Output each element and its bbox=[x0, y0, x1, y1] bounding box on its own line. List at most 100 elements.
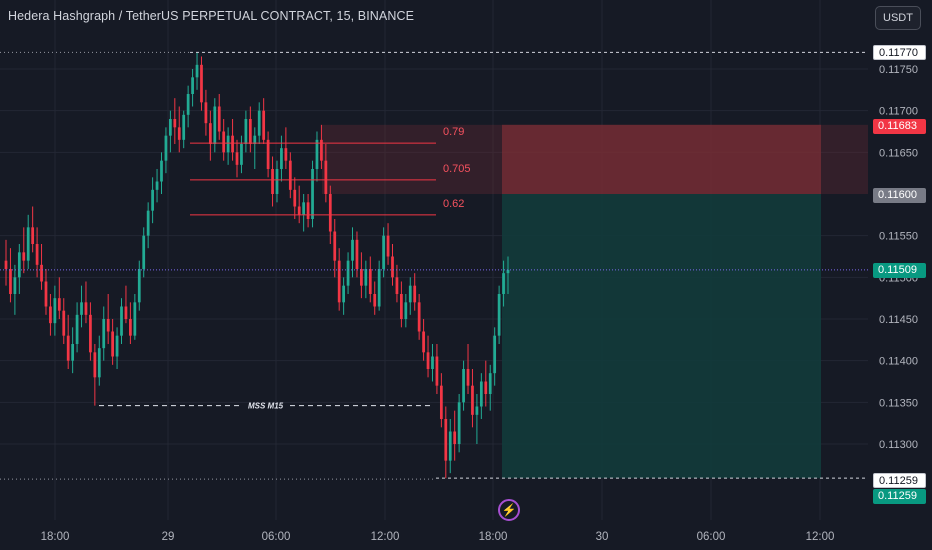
candle-body-27 bbox=[125, 307, 128, 320]
candle-body-19 bbox=[89, 315, 92, 353]
candle-body-7 bbox=[36, 244, 39, 265]
time-tick-4: 18:00 bbox=[479, 531, 508, 543]
candle-body-30 bbox=[138, 269, 141, 302]
candle-body-73 bbox=[329, 194, 332, 232]
candle-body-49 bbox=[222, 132, 225, 153]
time-tick-5: 30 bbox=[596, 531, 609, 543]
candle-body-92 bbox=[413, 286, 416, 303]
candle-body-74 bbox=[333, 232, 336, 261]
candle-body-77 bbox=[347, 261, 350, 286]
candle-body-22 bbox=[102, 319, 105, 348]
candle-body-55 bbox=[249, 119, 252, 144]
stop-loss-zone bbox=[502, 125, 821, 194]
candle-body-14 bbox=[67, 336, 70, 361]
candle-body-17 bbox=[80, 302, 83, 315]
candle-body-107 bbox=[480, 382, 483, 407]
candle-body-44 bbox=[200, 65, 203, 103]
price-tick-1: 0.11700 bbox=[879, 106, 918, 118]
price-tick-8: 0.11300 bbox=[879, 439, 918, 451]
candle-body-89 bbox=[400, 294, 403, 319]
candle-body-95 bbox=[427, 352, 430, 369]
candle-body-99 bbox=[444, 419, 447, 461]
candle-body-4 bbox=[22, 252, 25, 260]
price-badge-stop: 0.11683 bbox=[873, 119, 926, 134]
candle-body-39 bbox=[178, 127, 181, 140]
candle-body-10 bbox=[49, 307, 52, 324]
fib-level-label-2: 0.62 bbox=[443, 198, 464, 210]
price-badge-last: 0.11509 bbox=[873, 263, 926, 278]
candle-body-72 bbox=[324, 161, 327, 194]
candle-body-75 bbox=[338, 261, 341, 303]
lightning-icon[interactable]: ⚡ bbox=[498, 499, 520, 521]
price-tick-3: 0.11550 bbox=[879, 231, 918, 243]
candle-body-81 bbox=[364, 269, 367, 286]
candle-body-53 bbox=[240, 144, 243, 165]
price-badge-low: 0.11259 bbox=[873, 473, 926, 488]
candle-body-28 bbox=[129, 319, 132, 336]
candle-body-33 bbox=[151, 190, 154, 211]
time-tick-2: 06:00 bbox=[262, 531, 291, 543]
candle-body-35 bbox=[160, 161, 163, 182]
candle-body-93 bbox=[418, 302, 421, 331]
candle-body-100 bbox=[449, 432, 452, 461]
candle-body-87 bbox=[391, 257, 394, 278]
candle-body-78 bbox=[351, 240, 354, 261]
candle-body-94 bbox=[422, 332, 425, 353]
candle-body-50 bbox=[227, 136, 230, 153]
candle-body-36 bbox=[165, 136, 168, 161]
candle-body-112 bbox=[502, 273, 505, 294]
symbol-title: Hedera Hashgraph / TetherUS PERPETUAL CO… bbox=[8, 9, 414, 23]
candle-body-102 bbox=[458, 402, 461, 444]
candle-body-101 bbox=[453, 432, 456, 445]
candle-body-26 bbox=[120, 307, 123, 336]
candle-body-20 bbox=[93, 352, 96, 377]
candle-body-48 bbox=[218, 107, 221, 132]
candle-body-109 bbox=[489, 373, 492, 394]
candle-body-13 bbox=[62, 311, 65, 336]
time-tick-3: 12:00 bbox=[371, 531, 400, 543]
candle-body-57 bbox=[258, 111, 261, 136]
candle-body-29 bbox=[133, 302, 136, 335]
fib-level-label-1: 0.705 bbox=[443, 163, 471, 175]
candle-body-61 bbox=[276, 169, 279, 194]
candle-body-70 bbox=[316, 140, 319, 169]
currency-button[interactable]: USDT bbox=[875, 6, 921, 30]
candle-body-3 bbox=[18, 252, 21, 277]
candle-body-82 bbox=[369, 269, 372, 294]
candle-body-59 bbox=[267, 140, 270, 169]
price-badge-top: 0.11770 bbox=[873, 45, 926, 60]
price-badge-low-green: 0.11259 bbox=[873, 489, 926, 504]
candle-body-103 bbox=[462, 369, 465, 402]
price-tick-0: 0.11750 bbox=[879, 64, 918, 76]
candle-body-41 bbox=[187, 94, 190, 115]
candle-body-104 bbox=[467, 369, 470, 386]
candle-body-46 bbox=[209, 123, 212, 144]
candle-body-69 bbox=[311, 169, 314, 219]
candle-body-76 bbox=[342, 286, 345, 303]
candle-body-43 bbox=[196, 65, 199, 78]
candle-body-84 bbox=[378, 269, 381, 307]
candle-body-5 bbox=[27, 227, 30, 260]
time-tick-7: 12:00 bbox=[806, 531, 835, 543]
candle-body-67 bbox=[302, 202, 305, 215]
candle-body-91 bbox=[409, 286, 412, 303]
candle-body-31 bbox=[142, 236, 145, 269]
candle-body-105 bbox=[471, 386, 474, 415]
candle-body-88 bbox=[396, 277, 399, 294]
price-tick-2: 0.11650 bbox=[879, 147, 918, 159]
candle-body-52 bbox=[236, 152, 239, 165]
candle-body-0 bbox=[5, 261, 8, 269]
candle-body-12 bbox=[58, 298, 61, 311]
fib-level-label-0: 0.79 bbox=[443, 126, 464, 138]
take-profit-zone bbox=[502, 194, 821, 478]
candle-body-16 bbox=[76, 315, 79, 344]
candle-body-97 bbox=[436, 357, 439, 386]
price-badge-entry: 0.11600 bbox=[873, 188, 926, 203]
candle-body-90 bbox=[404, 302, 407, 319]
candle-body-18 bbox=[85, 302, 88, 315]
price-tick-5: 0.11450 bbox=[879, 314, 918, 326]
mss-label: MSS M15 bbox=[248, 402, 284, 411]
candle-body-80 bbox=[360, 269, 363, 286]
candle-body-38 bbox=[173, 119, 176, 127]
